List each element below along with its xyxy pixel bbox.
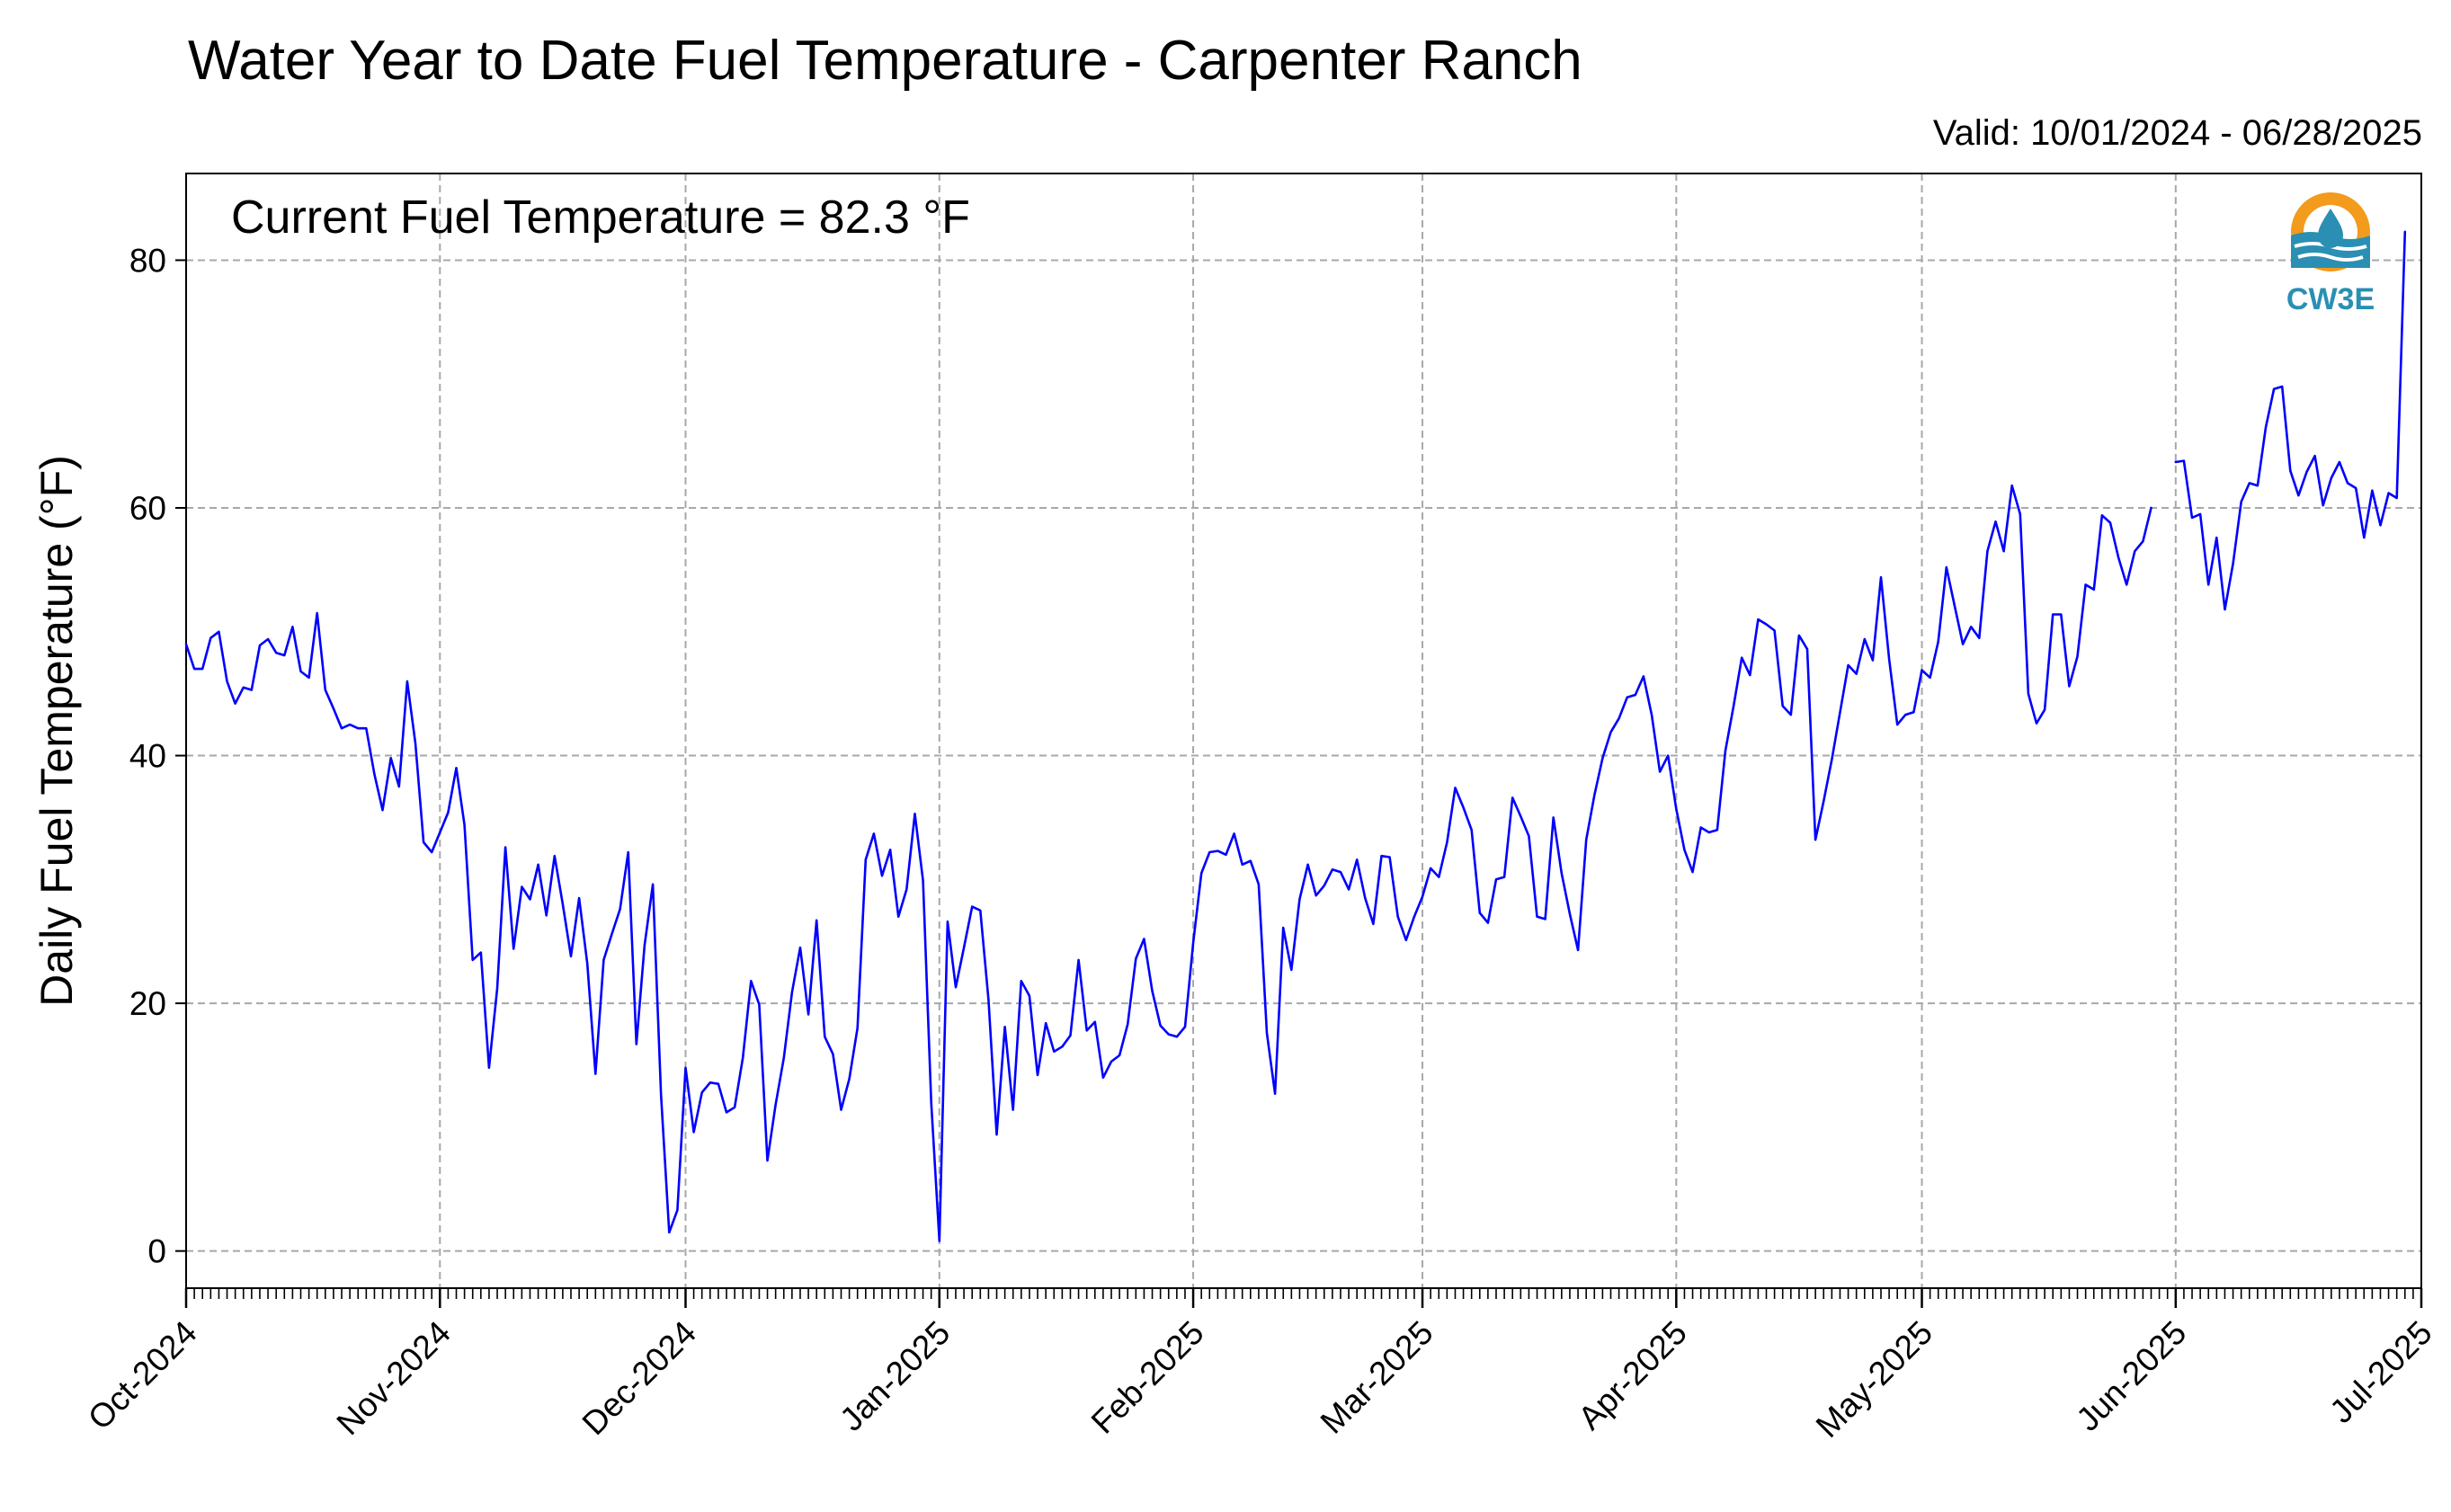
chart-title: Water Year to Date Fuel Temperature - Ca… <box>188 30 1582 92</box>
cw3e-logo: CW3E <box>2286 192 2375 316</box>
x-tick-label: Feb-2025 <box>1084 1314 1211 1441</box>
x-tick-label: Mar-2025 <box>1314 1314 1440 1441</box>
y-tick-label: 60 <box>129 490 166 527</box>
y-tick-label: 40 <box>129 738 166 775</box>
x-tick-label: Dec-2024 <box>575 1314 703 1442</box>
valid-range-label: Valid: 10/01/2024 - 06/28/2025 <box>1933 113 2422 153</box>
x-tick-label: May-2025 <box>1809 1314 1939 1445</box>
y-tick-label: 80 <box>129 242 166 279</box>
x-minor-ticks <box>185 1288 2422 1299</box>
x-tick-label: Jun-2025 <box>2069 1314 2193 1438</box>
y-axis: 0 20 40 60 80 <box>129 242 186 1270</box>
series-line-1 <box>184 484 2152 1242</box>
current-temperature-annotation: Current Fuel Temperature = 82.3 °F <box>231 191 970 244</box>
x-tick-label: Nov-2024 <box>330 1314 458 1442</box>
cw3e-logo-text: CW3E <box>2286 282 2375 316</box>
cw3e-logo-icon <box>2291 192 2370 271</box>
x-tick-label: Jul-2025 <box>2322 1314 2438 1430</box>
x-tick-label: Oct-2024 <box>81 1314 204 1437</box>
x-tick-label: Apr-2025 <box>1571 1314 1694 1437</box>
x-tick-label: Jan-2025 <box>833 1314 957 1438</box>
y-axis-label: Daily Fuel Temperature (°F) <box>31 455 82 1007</box>
series-lines <box>184 230 2407 1242</box>
series-line-2 <box>2174 230 2407 611</box>
y-tick-label: 20 <box>129 985 166 1022</box>
x-axis: Oct-2024 Nov-2024 Dec-2024 Jan-2025 Feb-2025… <box>81 1288 2439 1445</box>
plot-frame <box>185 173 2422 1289</box>
y-tick-label: 0 <box>147 1233 166 1270</box>
grid-lines <box>186 173 2421 1288</box>
